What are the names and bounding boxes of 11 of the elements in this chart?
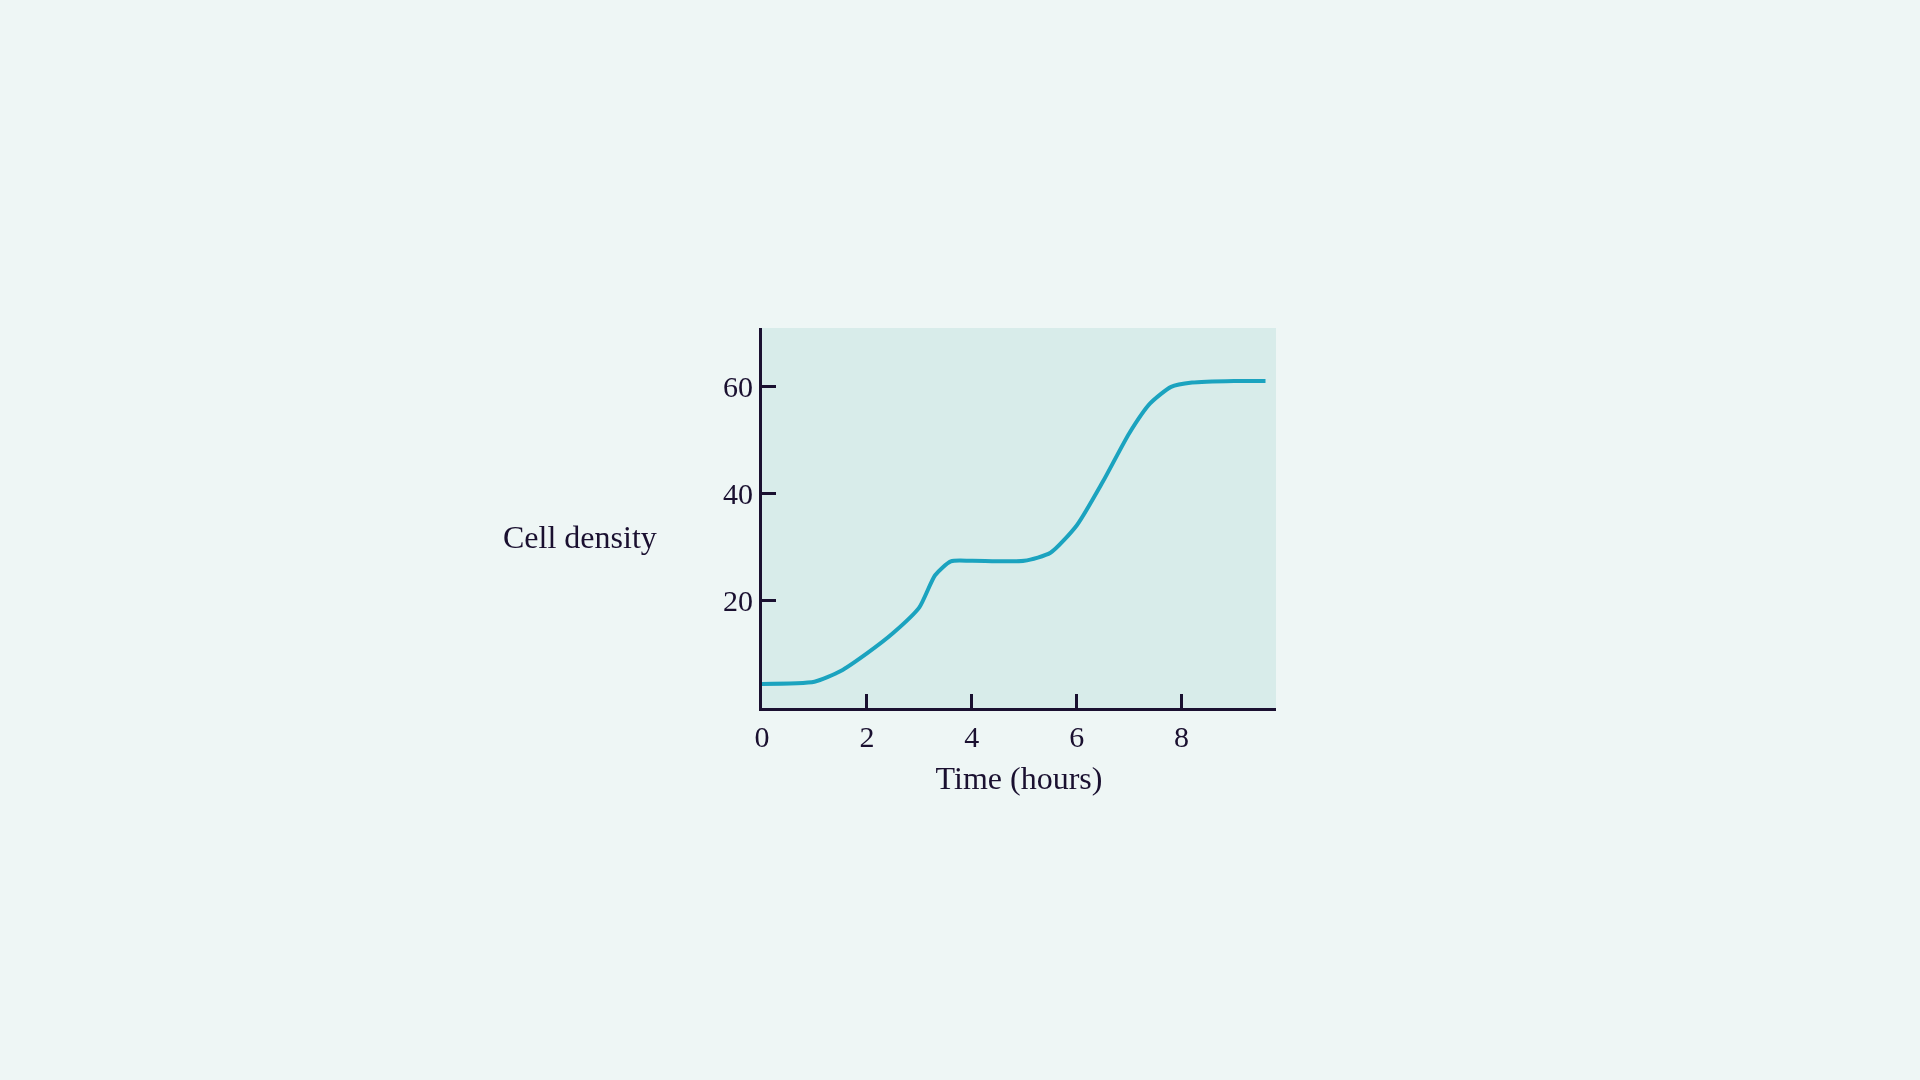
y-axis-title: Cell density [503, 519, 657, 555]
x-tick-label: 8 [1174, 720, 1190, 753]
y-tick-label: 20 [723, 584, 753, 618]
x-tick-label: 6 [1069, 720, 1085, 753]
x-tick-label: 4 [964, 720, 980, 753]
x-axis-title: Time (hours) [935, 759, 1103, 796]
x-tick-label: 2 [859, 720, 875, 753]
y-tick-label: 40 [723, 477, 753, 511]
line-series [762, 378, 1268, 686]
x-tick-label: 0 [754, 720, 770, 753]
y-tick-label: 60 [723, 370, 753, 404]
